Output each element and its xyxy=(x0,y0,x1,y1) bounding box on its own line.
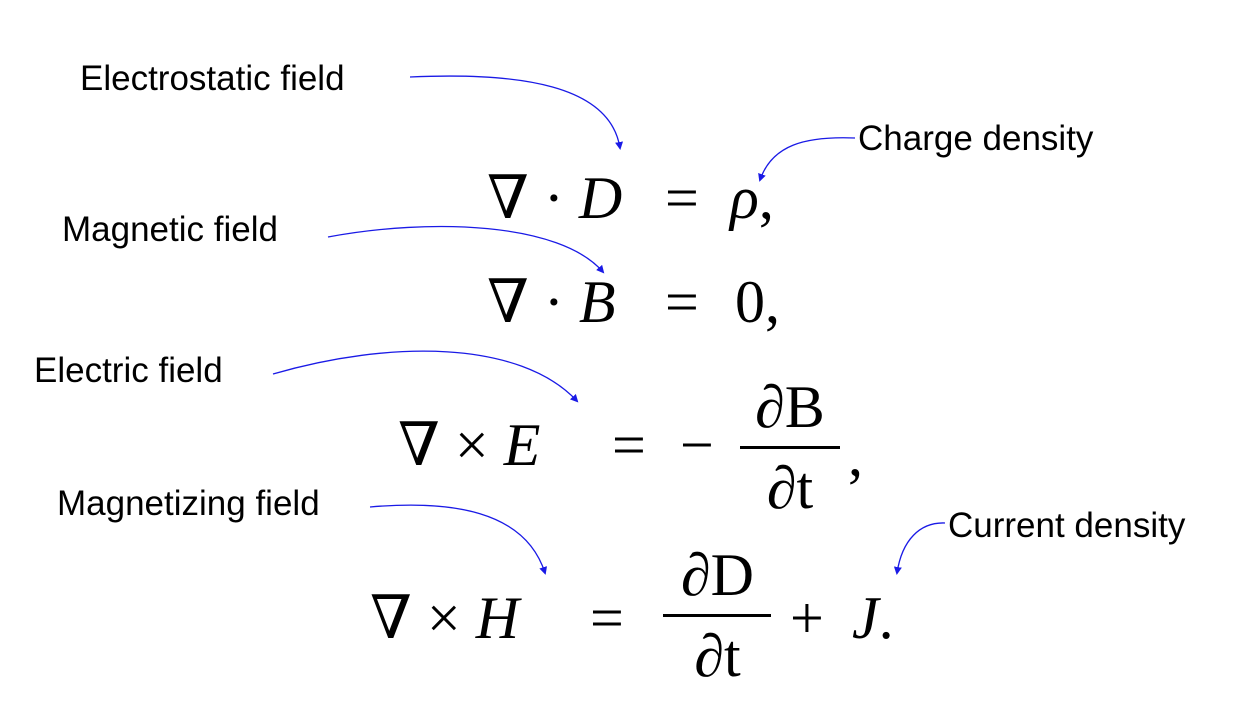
ampere-lhs-text: ∇ × H xyxy=(370,585,520,651)
gauss-electric-lhs-text: ∇ · D xyxy=(487,165,623,231)
magnetizing-field-label: Magnetizing field xyxy=(57,484,320,523)
faraday-denominator: ∂t xyxy=(766,455,814,521)
gauss-magnetic-equals: = xyxy=(665,269,699,335)
gauss-magnetic-lhs-text: ∇ · B xyxy=(487,269,616,335)
gauss-electric-equals: = xyxy=(665,165,699,231)
current-density-label: Current density xyxy=(948,506,1186,545)
ampere-numerator: ∂D xyxy=(681,542,754,608)
charge-density-arrow xyxy=(758,137,856,182)
faraday-equals: = xyxy=(612,412,646,478)
charge-density-label: Charge density xyxy=(858,119,1094,158)
ampere-plus: + xyxy=(790,585,824,651)
gauss-magnetic-rhs: 0, xyxy=(735,269,780,335)
ampere-denominator: ∂t xyxy=(694,623,741,689)
electrostatic-field-arrow xyxy=(409,75,624,150)
electric-field-label: Electric field xyxy=(34,351,223,390)
magnetizing-field-arrow xyxy=(369,504,547,575)
faraday-comma: , xyxy=(848,422,863,488)
ampere-rhs: J. xyxy=(852,585,894,651)
ampere-fraction-bar xyxy=(663,614,771,617)
faraday-numerator: ∂B xyxy=(755,374,825,440)
current-density-arrow xyxy=(893,522,946,575)
faraday-fraction-bar xyxy=(740,446,840,449)
ampere-equals: = xyxy=(590,585,624,651)
electric-field-arrow xyxy=(272,350,579,403)
faraday-lhs-text: ∇ × E xyxy=(398,412,541,478)
gauss-electric-rhs: ρ, xyxy=(730,165,774,231)
faraday-minus: − xyxy=(680,412,714,478)
electrostatic-field-label: Electrostatic field xyxy=(80,59,345,98)
magnetic-field-label: Magnetic field xyxy=(62,210,278,249)
magnetic-field-arrow xyxy=(327,225,605,274)
